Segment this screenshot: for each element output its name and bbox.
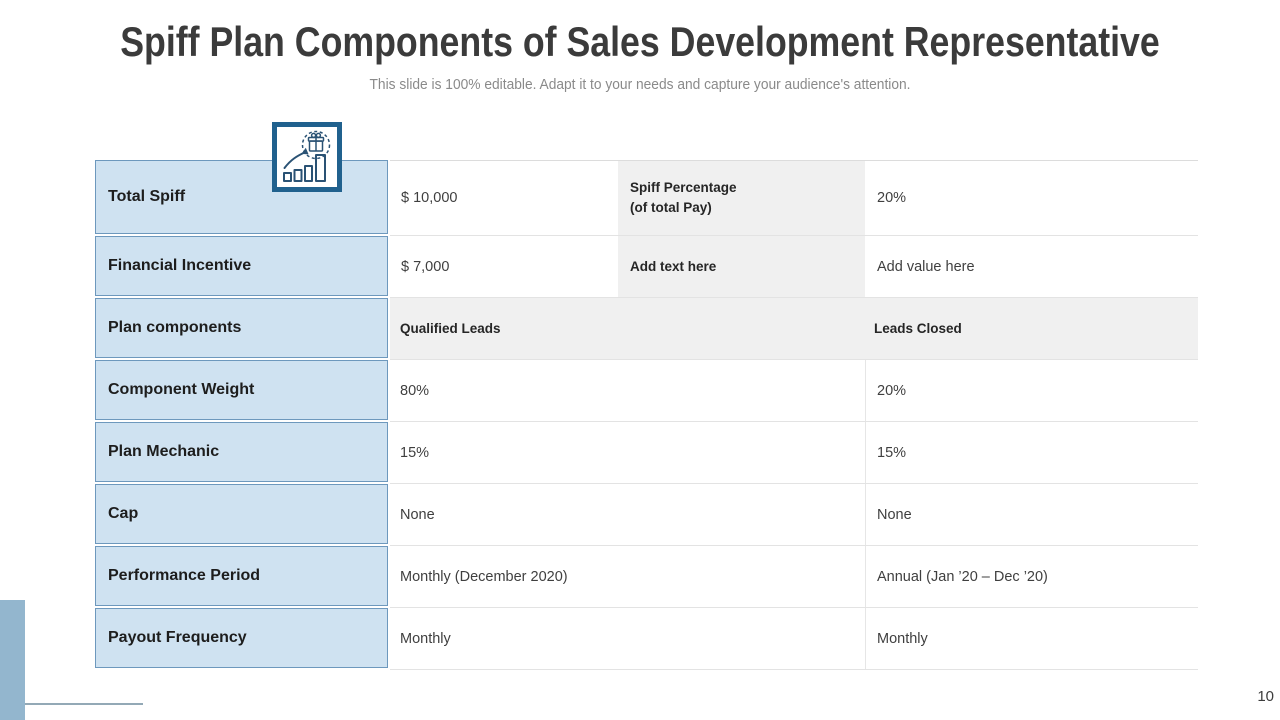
cell-spiff-percentage-value: 20%: [877, 190, 907, 206]
cell-component-weight-left: 80%: [400, 382, 430, 399]
cell-payout-frequency-left: Monthly: [400, 630, 451, 647]
table-row: Plan components Qualified Leads Leads Cl…: [95, 298, 1198, 360]
row-label-text: Cap: [108, 505, 139, 522]
cell-payout-frequency-right: Monthly: [865, 608, 1198, 669]
page-number: 10: [1257, 688, 1274, 705]
page-title: Spiff Plan Components of Sales Developme…: [120, 18, 1160, 65]
column-header-leads-closed: Leads Closed: [874, 321, 962, 336]
row-label-text: Plan components: [108, 319, 242, 336]
row-label-text: Component Weight: [108, 381, 255, 398]
spiff-plan-table: Total Spiff $ 10,000 Spiff Percentage (o…: [95, 160, 1198, 670]
cell-financial-incentive-value: $ 7,000: [401, 258, 450, 275]
cell-performance-period-right: Annual (Jan ’20 – Dec ’20): [865, 546, 1198, 607]
cell-component-weight-right: 20%: [865, 360, 1198, 421]
table-row: Component Weight 80% 20%: [95, 360, 1198, 422]
row-label-text: Performance Period: [108, 567, 261, 584]
row-label-component-weight: Component Weight: [95, 360, 388, 420]
column-header-qualified-leads: Qualified Leads: [400, 321, 501, 336]
row-label-text: Financial Incentive: [108, 257, 252, 274]
row-label-text: Payout Frequency: [108, 629, 247, 646]
cell-cap-right: None: [865, 484, 1198, 545]
row-label-performance-period: Performance Period: [95, 546, 388, 606]
mid-label-line1: Spiff Percentage: [630, 180, 737, 196]
mid-label-line1: Add text here: [630, 258, 717, 274]
cell-spiff-percentage-label: Spiff Percentage (of total Pay): [618, 161, 865, 235]
cell-performance-period-left: Monthly (December 2020): [400, 568, 568, 585]
row-label-plan-components: Plan components: [95, 298, 388, 358]
row-label-text: Plan Mechanic: [108, 443, 220, 460]
corner-accent-bar: [0, 600, 25, 720]
cell-add-text-placeholder: Add text here: [618, 236, 865, 297]
table-row: Total Spiff $ 10,000 Spiff Percentage (o…: [95, 160, 1198, 236]
row-label-plan-mechanic: Plan Mechanic: [95, 422, 388, 482]
cell-cap-left: None: [400, 506, 435, 523]
row-label-payout-frequency: Payout Frequency: [95, 608, 388, 668]
row-label-text: Total Spiff: [108, 188, 186, 205]
cell-add-value-placeholder: Add value here: [877, 258, 975, 275]
gift-growth-chart-icon: [272, 122, 342, 192]
cell-plan-mechanic-right: 15%: [865, 422, 1198, 483]
table-row: Plan Mechanic 15% 15%: [95, 422, 1198, 484]
row-label-cap: Cap: [95, 484, 388, 544]
corner-accent-line: [25, 703, 143, 705]
table-row: Performance Period Monthly (December 202…: [95, 546, 1198, 608]
table-row: Payout Frequency Monthly Monthly: [95, 608, 1198, 670]
row-label-total-spiff: Total Spiff: [95, 160, 388, 234]
cell-total-spiff-value: $ 10,000: [401, 190, 458, 206]
slide-subtitle: This slide is 100% editable. Adapt it to…: [369, 77, 911, 93]
gift-growth-chart-icon-svg: [283, 130, 331, 182]
cell-plan-mechanic-left: 15%: [400, 444, 430, 461]
table-row: Cap None None: [95, 484, 1198, 546]
mid-label-line2: (of total Pay): [630, 200, 712, 215]
table-row: Financial Incentive $ 7,000 Add text her…: [95, 236, 1198, 298]
row-label-financial-incentive: Financial Incentive: [95, 236, 388, 296]
